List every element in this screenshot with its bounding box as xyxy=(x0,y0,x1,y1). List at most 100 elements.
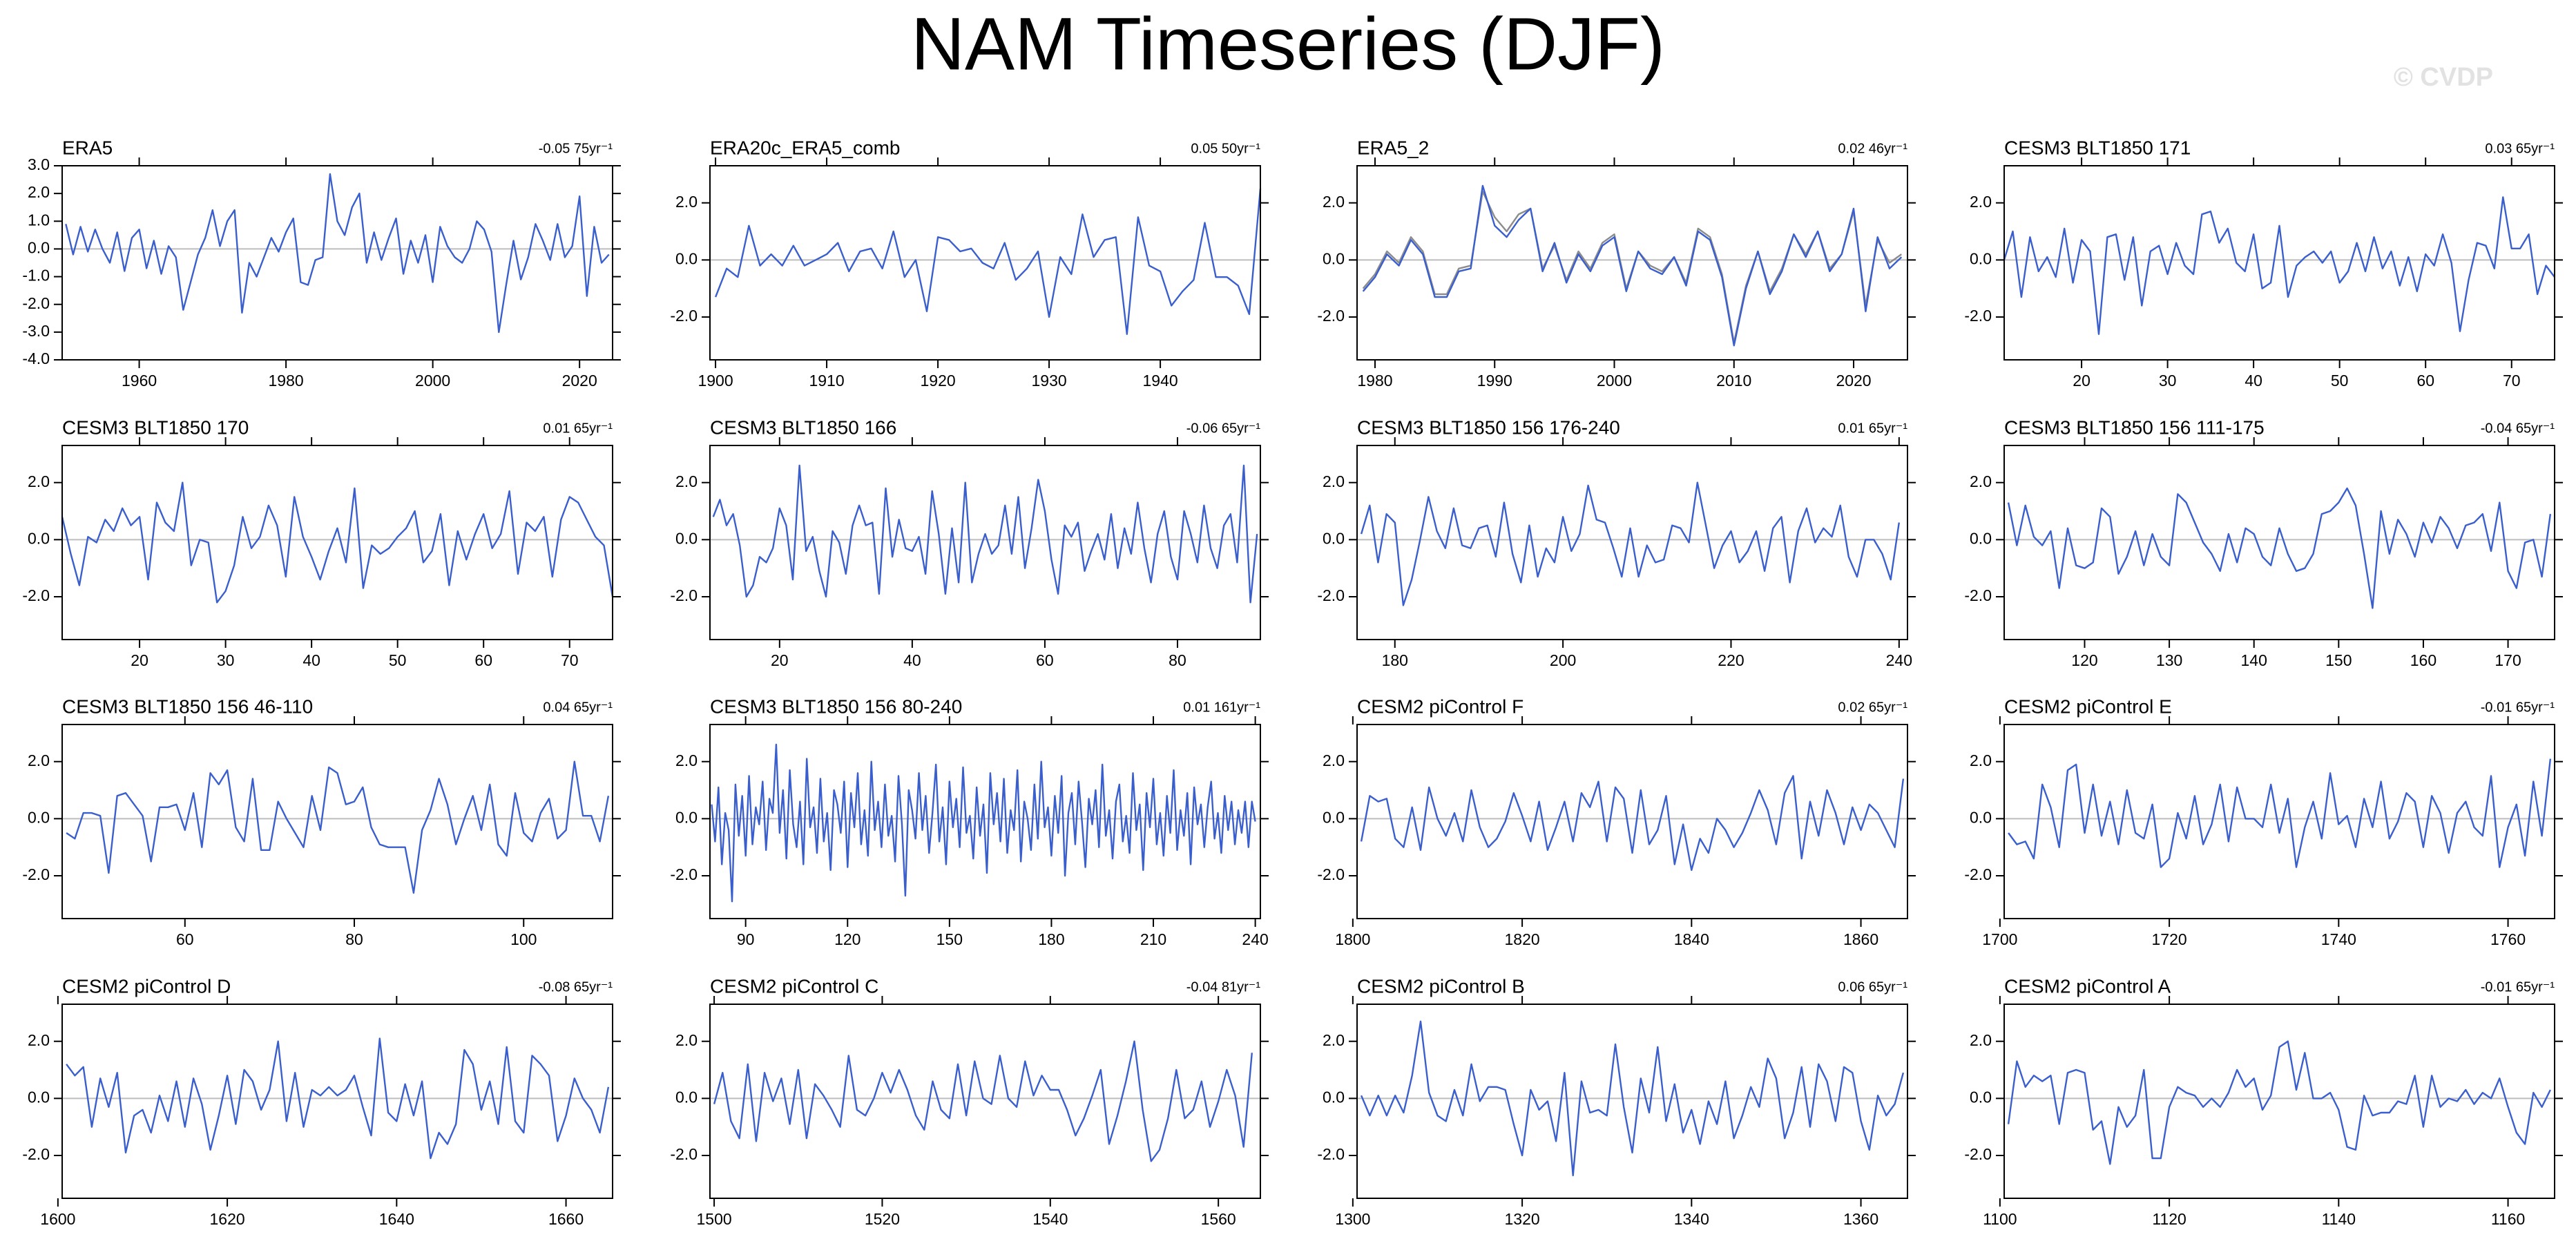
trend-label: -0.06 65yr⁻¹ xyxy=(1186,421,1261,436)
panel-title: CESM3 BLT1850 166 xyxy=(710,416,896,438)
x-tick-label: 2010 xyxy=(1716,372,1751,390)
x-tick-label: 60 xyxy=(1036,651,1054,669)
y-tick-label: 0.0 xyxy=(28,1088,50,1106)
figure-title: NAM Timeseries (DJF) xyxy=(911,2,1665,86)
y-tick-label: 0.0 xyxy=(1323,529,1345,547)
x-tick-label: 100 xyxy=(510,930,537,948)
x-tick-label: 1300 xyxy=(1335,1210,1370,1228)
panel-title: CESM2 piControl D xyxy=(62,975,231,997)
x-tick-label: 1860 xyxy=(1843,930,1878,948)
y-tick-label: -2.0 xyxy=(22,294,50,312)
y-tick-label: -1.0 xyxy=(22,267,50,285)
x-tick-label: 70 xyxy=(2503,372,2521,390)
x-tick-label: 1740 xyxy=(2321,930,2356,948)
y-tick-label: 2.0 xyxy=(1323,1031,1345,1049)
data-line xyxy=(2007,487,2552,609)
x-tick-label: 90 xyxy=(737,930,755,948)
x-tick-label: 60 xyxy=(2416,372,2434,390)
x-tick-label: 180 xyxy=(1038,930,1064,948)
panel-title: CESM3 BLT1850 156 111-175 xyxy=(2004,416,2265,438)
x-tick-label: 130 xyxy=(2156,651,2182,669)
x-tick-label: 1560 xyxy=(1201,1210,1236,1228)
trend-label: -0.01 65yr⁻¹ xyxy=(2481,979,2555,995)
y-tick-label: -2.0 xyxy=(670,307,698,325)
plot-frame xyxy=(2003,1004,2555,1199)
x-tick-label: 240 xyxy=(1242,930,1268,948)
x-tick-label: 1980 xyxy=(1357,372,1392,390)
y-tick-label: 0.0 xyxy=(28,239,50,257)
y-tick-label: 2.0 xyxy=(1970,472,1992,490)
y-tick-label: -2.0 xyxy=(670,865,698,883)
x-tick-label: 1320 xyxy=(1505,1210,1540,1228)
x-tick-label: 180 xyxy=(1382,651,1408,669)
x-tick-label: 120 xyxy=(834,930,861,948)
y-tick-label: 2.0 xyxy=(28,1031,50,1049)
plot-frame xyxy=(61,445,613,640)
data-line xyxy=(2008,758,2552,868)
x-tick-label: 160 xyxy=(2410,651,2436,669)
x-tick-label: 1120 xyxy=(2152,1210,2186,1228)
plot-frame xyxy=(61,165,613,361)
y-tick-label: 2.0 xyxy=(1970,1031,1992,1049)
panel-title: CESM3 BLT1850 156 80-240 xyxy=(710,695,962,717)
panel-title: CESM3 BLT1850 156 176-240 xyxy=(1357,416,1620,438)
data-line xyxy=(1360,1020,1905,1177)
trend-label: -0.04 65yr⁻¹ xyxy=(2481,421,2555,436)
x-tick-label: 2000 xyxy=(415,372,450,390)
x-tick-label: 1990 xyxy=(1477,372,1512,390)
x-tick-label: 150 xyxy=(936,930,963,948)
plot-frame xyxy=(61,724,613,919)
y-tick-label: 2.0 xyxy=(675,1031,698,1049)
data-line xyxy=(712,464,1258,604)
y-tick-label: -2.0 xyxy=(1964,586,1992,604)
x-tick-label: 20 xyxy=(2073,372,2090,390)
y-tick-label: 2.0 xyxy=(675,751,698,769)
data-line xyxy=(711,743,1256,903)
data-line xyxy=(1362,184,1903,347)
panel-title: CESM3 BLT1850 171 xyxy=(2004,137,2191,158)
y-tick-label: 0.0 xyxy=(675,808,698,826)
plot-frame xyxy=(61,1004,613,1199)
plot-frame xyxy=(1356,724,1908,919)
y-tick-label: -2.0 xyxy=(1317,586,1345,604)
trend-label: 0.05 50yr⁻¹ xyxy=(1191,141,1260,156)
x-tick-label: 2020 xyxy=(562,372,597,390)
y-tick-label: 0.0 xyxy=(28,808,50,826)
x-tick-label: 120 xyxy=(2071,651,2097,669)
panel-title: ERA5 xyxy=(62,137,113,158)
x-tick-label: 30 xyxy=(217,651,235,669)
y-tick-label: 0.0 xyxy=(1970,1088,1992,1106)
data-line xyxy=(66,760,610,894)
x-tick-label: 20 xyxy=(771,651,789,669)
x-tick-label: 50 xyxy=(2331,372,2349,390)
data-line xyxy=(66,1037,610,1160)
data-line xyxy=(61,481,614,604)
y-tick-label: -2.0 xyxy=(1964,307,1992,325)
x-tick-label: 200 xyxy=(1550,651,1576,669)
trend-label: 0.06 65yr⁻¹ xyxy=(1838,979,1907,995)
data-line xyxy=(713,1040,1253,1162)
x-tick-label: 60 xyxy=(176,930,194,948)
x-tick-label: 50 xyxy=(389,651,407,669)
plot-frame xyxy=(2003,165,2555,361)
y-tick-label: 0.0 xyxy=(1970,808,1992,826)
trend-label: 0.02 46yr⁻¹ xyxy=(1838,141,1907,156)
trend-label: 0.01 65yr⁻¹ xyxy=(1838,421,1907,436)
x-tick-label: 1100 xyxy=(1983,1210,2017,1228)
x-tick-label: 1900 xyxy=(698,372,733,390)
plot-frame xyxy=(709,165,1261,361)
x-tick-label: 1920 xyxy=(920,372,955,390)
y-tick-label: -2.0 xyxy=(1317,1145,1345,1163)
trend-label: 0.01 161yr⁻¹ xyxy=(1183,700,1260,715)
data-line xyxy=(2003,196,2555,335)
panel-title: CESM3 BLT1850 170 xyxy=(62,416,249,438)
y-tick-label: 2.0 xyxy=(1970,751,1992,769)
x-tick-label: 1160 xyxy=(2491,1210,2525,1228)
y-tick-label: -2.0 xyxy=(1964,1145,1992,1163)
y-tick-label: 2.0 xyxy=(28,472,50,490)
y-tick-label: -2.0 xyxy=(1317,865,1345,883)
x-tick-label: 1360 xyxy=(1843,1210,1878,1228)
panel-title: CESM3 BLT1850 156 46-110 xyxy=(62,695,313,717)
panel-title: ERA20c_ERA5_comb xyxy=(710,137,900,158)
trend-label: -0.05 75yr⁻¹ xyxy=(539,141,613,156)
